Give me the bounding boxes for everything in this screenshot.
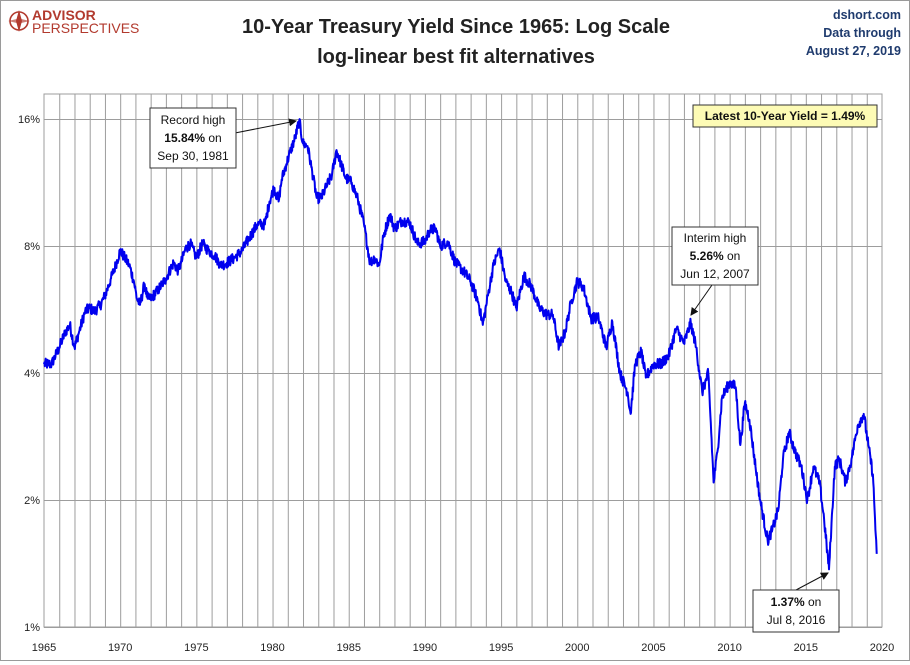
latest-yield-box xyxy=(692,104,878,128)
x-tick-label: 1995 xyxy=(489,642,513,654)
record-low-callout: 1.37% on Jul 8, 2016 xyxy=(752,572,840,633)
series-layer xyxy=(43,118,878,571)
interim-high-arrow xyxy=(690,284,713,316)
latest-yield-label: Latest 10-Year Yield = 1.49% xyxy=(705,109,866,123)
axis-ticks: 1% 2% 4% 8% 16% 1965 1970 1975 1980 1985 1990 1995 2… xyxy=(18,114,894,654)
record-high-on: on xyxy=(205,131,222,145)
interim-high-line2: 5.26% on xyxy=(690,249,741,263)
record-high-line2: 15.84% on xyxy=(164,131,221,145)
compass-logo-icon xyxy=(8,10,30,32)
x-tick-label: 1970 xyxy=(108,642,132,654)
source-data-through: Data through xyxy=(823,26,901,40)
interim-high-on: on xyxy=(724,249,741,263)
record-high-line1: Record high xyxy=(161,113,226,127)
record-high-arrow xyxy=(234,118,297,134)
x-tick-label: 2020 xyxy=(870,642,894,654)
record-low-on: on xyxy=(805,595,822,609)
x-tick-label: 2010 xyxy=(717,642,741,654)
interim-high-callout: Interim high 5.26% on Jun 12, 2007 xyxy=(671,226,759,316)
source-date: August 27, 2019 xyxy=(806,44,901,58)
record-low-value: 1.37% xyxy=(771,595,805,609)
record-high-box xyxy=(149,107,237,169)
record-high-callout: Record high 15.84% on Sep 30, 1981 xyxy=(149,107,297,169)
x-tick-label: 1965 xyxy=(32,642,56,654)
advisor-perspectives-logo: ADVISOR PERSPECTIVES xyxy=(8,7,139,36)
interim-high-value: 5.26% xyxy=(690,249,724,263)
record-high-value: 15.84% xyxy=(164,131,205,145)
record-low-date: Jul 8, 2016 xyxy=(767,613,826,627)
plot-area xyxy=(43,93,883,628)
record-low-line1: 1.37% on xyxy=(771,595,822,609)
x-tick-label: 2015 xyxy=(794,642,818,654)
logo-line1: ADVISOR xyxy=(32,7,96,23)
x-tick-label: 2000 xyxy=(565,642,589,654)
interim-high-box xyxy=(671,226,759,286)
logo-line2: PERSPECTIVES xyxy=(32,20,139,36)
yield-series-line xyxy=(43,118,878,571)
x-tick-label: 1985 xyxy=(336,642,360,654)
record-low-box xyxy=(752,589,840,633)
y-tick-label: 4% xyxy=(24,368,40,380)
interim-high-line1: Interim high xyxy=(684,231,747,245)
y-tick-label: 8% xyxy=(24,241,40,253)
chart-title: 10-Year Treasury Yield Since 1965: Log S… xyxy=(242,16,670,38)
x-tick-label: 2005 xyxy=(641,642,665,654)
x-tick-label: 1980 xyxy=(260,642,284,654)
interim-high-date: Jun 12, 2007 xyxy=(680,267,750,281)
source-site: dshort.com xyxy=(833,8,901,22)
x-tick-label: 1990 xyxy=(413,642,437,654)
latest-yield-callout: Latest 10-Year Yield = 1.49% xyxy=(692,104,878,128)
y-tick-label: 2% xyxy=(24,495,40,507)
record-low-arrow xyxy=(795,572,829,591)
x-tick-label: 1975 xyxy=(184,642,208,654)
record-high-date: Sep 30, 1981 xyxy=(157,149,229,163)
grid-lines xyxy=(44,94,882,628)
y-tick-label: 1% xyxy=(24,622,40,634)
y-tick-label: 16% xyxy=(18,114,40,126)
chart-subtitle: log-linear best fit alternatives xyxy=(317,46,595,68)
